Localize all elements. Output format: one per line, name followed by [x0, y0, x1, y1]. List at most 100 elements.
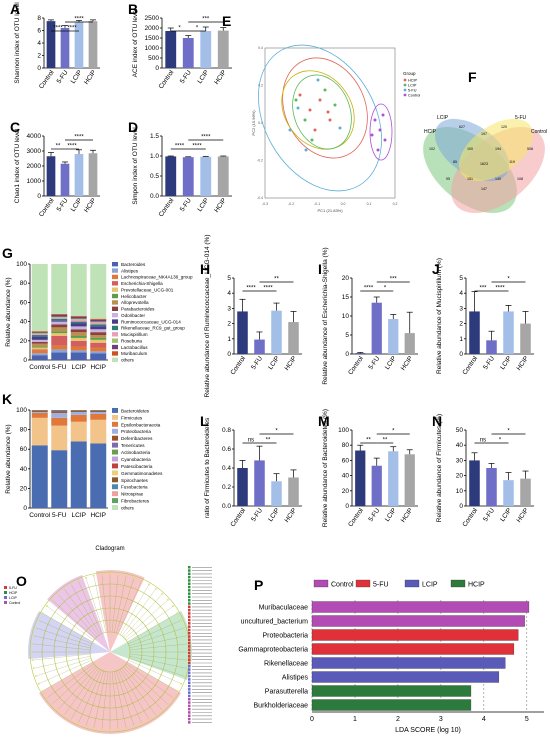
sample-point: [308, 108, 312, 112]
clade-branch: [70, 669, 101, 720]
clade-sector: [47, 574, 110, 652]
venn-label: 5-FU: [515, 115, 527, 121]
x-tick-label: HCIP: [283, 355, 298, 372]
legend-label: Tenericutes: [121, 443, 145, 448]
clade-sector: [95, 569, 145, 652]
panel-letter: E: [222, 13, 231, 29]
stack-segment: [70, 315, 87, 317]
legend-marker: [188, 612, 191, 615]
clade-node: [56, 709, 59, 711]
stack-segment: [90, 347, 107, 352]
sample-point: [318, 98, 322, 102]
x-tick-label: HCIP: [213, 197, 228, 214]
legend-marker: [403, 83, 407, 87]
y-tick-label: 4: [227, 290, 231, 297]
x-tick-label: LCIP: [267, 355, 281, 371]
y-tick-label: 0: [459, 503, 463, 510]
stack-segment: [51, 352, 68, 360]
sig-label: ****: [175, 144, 185, 150]
x-tick-label: 5-FU: [482, 507, 496, 523]
clade-branch: [111, 574, 119, 633]
clade-branch: [35, 627, 92, 646]
y-tick-label: 2: [37, 53, 41, 60]
y-tick-label: 0: [345, 351, 349, 358]
clade-branch: [129, 653, 188, 661]
legend-marker: [188, 665, 191, 668]
lda-bar: [311, 657, 506, 669]
bar: [288, 322, 299, 354]
stack-segment: [70, 346, 87, 351]
bar: [74, 22, 84, 68]
x-tick-label: 2: [396, 716, 400, 723]
clade-node: [140, 722, 143, 725]
clade-branch: [123, 593, 163, 638]
stack-segment: [70, 332, 87, 336]
bar: [388, 319, 399, 354]
lda-bar: [311, 629, 519, 641]
clade-node: [92, 574, 95, 577]
y-tick-label: 4: [37, 40, 41, 47]
legend-marker: [188, 595, 191, 599]
x-axis-label: LDA SCORE (log 10): [395, 727, 461, 734]
pcoa-panel: E -0.3 -0.2 -0.1 0.0 0.1 0.2 -0.4 -0.2 0.0 0.2 0.4 P…: [222, 13, 420, 213]
stack-segment: [31, 264, 48, 332]
legend-marker: [188, 635, 191, 638]
legend-swatch: [112, 414, 118, 420]
stack-segment: [31, 341, 48, 344]
clade-branch: [128, 660, 182, 684]
sample-point: [373, 118, 377, 122]
clade-branch: [127, 661, 178, 692]
sample-point: [326, 110, 330, 114]
legend-label: Deferribacteres: [121, 436, 153, 441]
x-tick-label: Control: [29, 364, 51, 371]
bar: [520, 323, 531, 354]
legend-label: 5-FU: [373, 582, 389, 589]
legend-marker: [188, 714, 191, 717]
venn-count: 147: [481, 187, 487, 191]
venn-count: 102: [429, 147, 435, 151]
clade-node: [185, 667, 188, 670]
y-tick-label: 5: [345, 332, 349, 339]
clade-node: [31, 651, 33, 653]
legend-label: Spirochaetes: [121, 478, 149, 483]
sig-label: *: [507, 429, 510, 435]
stack-segment: [90, 324, 107, 327]
y-tick-label: 0.2: [222, 484, 231, 491]
stack-segment: [31, 353, 48, 356]
sig-label: ****: [53, 26, 63, 32]
clade-node: [32, 667, 35, 670]
y-tick-label: 2000: [27, 163, 42, 170]
clade-node: [84, 725, 87, 728]
sig-label: *: [392, 429, 395, 435]
y-tick-label: 1000: [145, 45, 160, 52]
stack-segment: [51, 450, 68, 508]
panel-letter: H: [200, 261, 210, 277]
bar: [404, 333, 415, 354]
panel-letter: G: [2, 245, 13, 261]
sig-label: ****: [364, 286, 374, 292]
sig-label: ***: [479, 286, 487, 292]
taxon-label: uncultured_bacterium: [241, 619, 308, 626]
taxon-label: Muribaculaceae: [259, 605, 309, 612]
x-tick-label: 0.2: [393, 202, 398, 206]
y-tick-label: 0.2: [258, 84, 263, 88]
venn-count: 197: [481, 132, 487, 136]
stack-segment: [70, 264, 87, 316]
lda-bar: [311, 643, 515, 655]
clade-branch: [70, 584, 101, 635]
sig-label: ***: [390, 277, 398, 283]
taxon-label: Parasutterella: [265, 689, 308, 696]
x-tick-label: 5-FU: [179, 69, 193, 85]
bar: [503, 311, 514, 354]
legend-marker: [188, 625, 191, 628]
bar: [271, 481, 282, 506]
clade-branch: [32, 643, 91, 651]
legend-marker: [188, 704, 191, 708]
x-tick-label: HCIP: [515, 507, 530, 524]
legend-marker: [403, 78, 407, 82]
y-tick-label: 60: [342, 457, 350, 464]
lda-bar: [311, 685, 472, 697]
venn-count: 1623: [480, 162, 488, 166]
sig-label: ****: [74, 17, 84, 23]
venn-label: Control: [531, 129, 547, 135]
